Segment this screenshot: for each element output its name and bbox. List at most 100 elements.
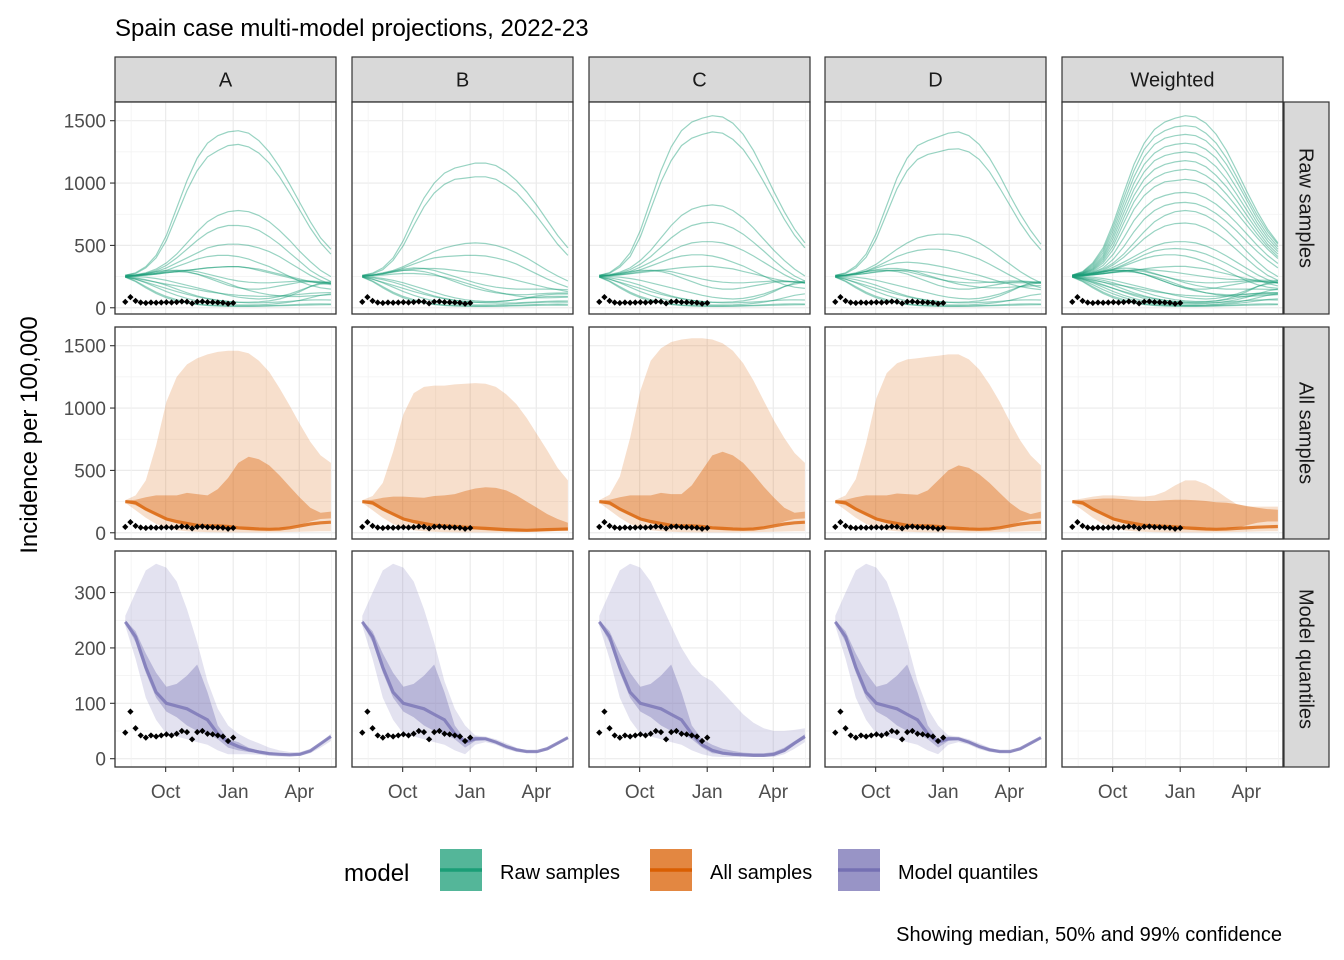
raw-sample-line <box>835 131 1042 276</box>
observed-point <box>1079 297 1086 305</box>
observed-point <box>873 731 880 738</box>
facet-label: B <box>456 70 469 92</box>
panel-1-3 <box>824 326 1047 540</box>
y-tick-label: 0 <box>95 299 106 320</box>
gridlines <box>1062 102 1283 314</box>
x-tick-label: Apr <box>522 782 552 803</box>
observed-point <box>888 523 895 530</box>
panel-0-1 <box>351 101 574 315</box>
x-tick-label: Jan <box>1165 782 1196 803</box>
observed-point <box>662 300 670 307</box>
observed-point <box>1100 299 1107 306</box>
raw-sample-line <box>835 269 1041 284</box>
observed-point <box>642 524 649 531</box>
raw-sample-line <box>125 143 332 276</box>
panel-1-1 <box>351 326 574 540</box>
observed-point <box>147 524 155 531</box>
observed-point <box>441 524 448 531</box>
observed-point <box>673 727 680 735</box>
observed-point <box>456 733 464 740</box>
y-tick-label: 1000 <box>64 399 106 420</box>
observed-point <box>127 294 134 301</box>
observed-point <box>364 519 371 526</box>
observed-point <box>929 299 937 306</box>
band-99 <box>125 563 331 757</box>
observed-point <box>1125 523 1132 530</box>
raw-sample-line <box>599 276 806 300</box>
observed-point <box>632 732 639 739</box>
observed-point <box>601 708 608 715</box>
x-tick-label: Jan <box>692 782 723 803</box>
observed-point <box>616 299 623 307</box>
observed-point <box>374 299 381 306</box>
observed-point <box>863 299 870 306</box>
gridlines <box>352 102 573 314</box>
raw-sample-line <box>599 115 806 276</box>
raw-sample-line <box>1072 133 1279 276</box>
raw-sample-line <box>362 267 569 293</box>
y-tick-label: 500 <box>74 236 106 257</box>
x-tick-label: Apr <box>995 782 1025 803</box>
observed-point <box>842 522 849 530</box>
raw-sample-line <box>835 267 1041 289</box>
raw-sample-line <box>1072 276 1278 303</box>
observed-point <box>1115 524 1122 531</box>
observed-point <box>1074 294 1081 301</box>
x-tick-label: Apr <box>759 782 789 803</box>
legend-title: model <box>344 860 409 887</box>
observed-point <box>1094 299 1102 306</box>
raw-sample-line <box>362 176 569 276</box>
raw-sample-line <box>835 269 1041 284</box>
raw-sample-line <box>362 269 568 296</box>
observed-point <box>456 524 464 531</box>
raw-sample-line <box>1072 159 1279 276</box>
raw-sample-line <box>1072 254 1278 289</box>
observed-point <box>606 725 613 732</box>
observed-point <box>904 298 911 305</box>
observed-point <box>611 524 618 531</box>
observed-point <box>601 519 608 526</box>
gridlines <box>115 327 336 539</box>
observed-point <box>209 299 216 306</box>
observed-point <box>364 294 371 301</box>
observed-point <box>668 728 675 736</box>
panel-0-0 <box>114 101 337 315</box>
observed-point <box>163 731 170 738</box>
observed-point <box>642 732 649 739</box>
x-tick-label: Jan <box>218 782 249 803</box>
panel-2-4 <box>1061 550 1284 768</box>
observed-point <box>940 734 947 741</box>
observed-point <box>1105 524 1112 531</box>
legend-label: All samples <box>710 862 812 884</box>
observed-point <box>410 299 417 306</box>
band-50 <box>599 451 805 531</box>
observed-point <box>1146 298 1153 305</box>
observed-point <box>209 731 216 738</box>
y-tick-label: 300 <box>74 584 106 605</box>
band-50 <box>125 456 331 531</box>
observed-point <box>668 523 675 530</box>
observed-point <box>842 725 849 732</box>
observed-point <box>929 733 937 740</box>
observed-point <box>1110 524 1117 531</box>
observed-point <box>405 732 412 739</box>
raw-sample-line <box>1072 115 1279 276</box>
raw-sample-line <box>125 266 331 284</box>
observed-point <box>1146 523 1153 530</box>
observed-point <box>919 524 926 531</box>
band-99 <box>362 383 568 533</box>
observed-point <box>657 523 665 530</box>
observed-point <box>934 300 942 307</box>
observed-point <box>446 299 453 306</box>
raw-sample-line <box>1072 267 1278 291</box>
observed-point <box>1151 524 1158 531</box>
observed-point <box>1074 519 1081 526</box>
observed-point <box>1084 299 1091 306</box>
observed-point <box>678 524 685 531</box>
gridlines <box>825 102 1046 314</box>
observed-point <box>1171 300 1179 307</box>
gridlines <box>825 551 1046 767</box>
observed-point <box>647 524 654 531</box>
panel-0-2 <box>588 101 811 315</box>
panel-2-0 <box>114 550 337 768</box>
